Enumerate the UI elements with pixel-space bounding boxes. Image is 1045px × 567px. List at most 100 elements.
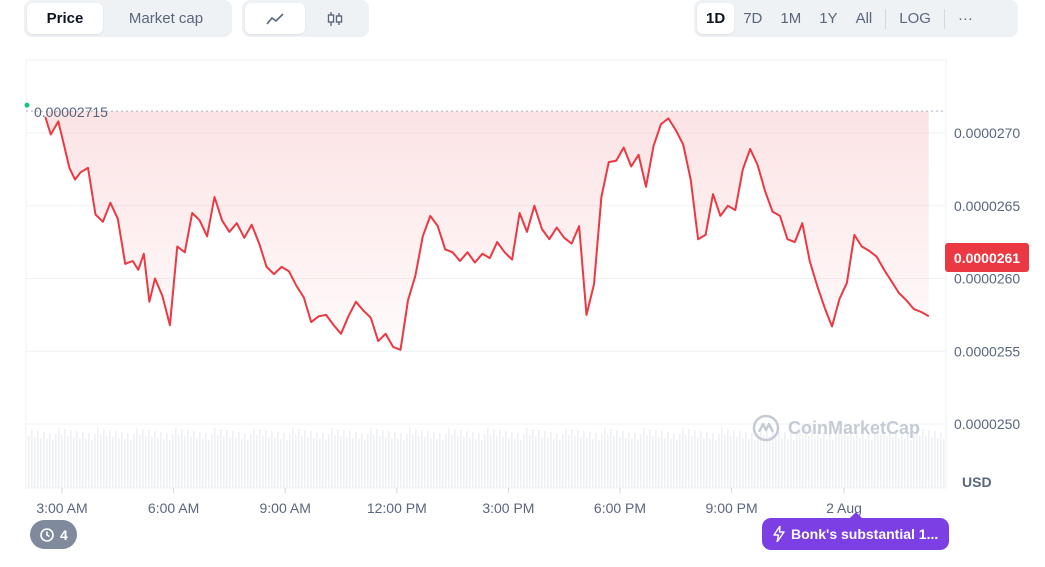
volume-bar bbox=[115, 431, 117, 488]
volume-bar bbox=[607, 435, 609, 488]
volume-bar bbox=[145, 436, 147, 488]
volume-bar bbox=[766, 429, 768, 488]
volume-bar bbox=[196, 438, 198, 488]
range-1m[interactable]: 1M bbox=[780, 10, 802, 27]
volume-bar bbox=[547, 438, 549, 488]
volume-bar bbox=[124, 439, 126, 488]
volume-bar bbox=[139, 435, 141, 488]
volume-bar bbox=[136, 428, 138, 488]
volume-bar bbox=[142, 429, 144, 488]
volume-bar bbox=[436, 439, 438, 488]
volume-bar bbox=[697, 437, 699, 488]
line-chart-icon bbox=[266, 12, 284, 25]
volume-bar bbox=[796, 434, 798, 488]
volume-bar bbox=[799, 428, 801, 488]
y-tick-label: 0.0000250 bbox=[954, 416, 1020, 432]
volume-bar bbox=[715, 440, 717, 488]
volume-bar bbox=[736, 437, 738, 488]
volume-bar bbox=[877, 428, 879, 488]
volume-bar bbox=[49, 433, 51, 488]
candlestick-chart-button[interactable] bbox=[305, 3, 365, 34]
volume-bar bbox=[187, 430, 189, 488]
volume-bar bbox=[508, 438, 510, 488]
volume-bar bbox=[337, 429, 339, 488]
volume-bar bbox=[787, 439, 789, 488]
volume-bar bbox=[349, 431, 351, 488]
volume-bar bbox=[97, 428, 99, 488]
volume-bar bbox=[661, 431, 663, 488]
news-pill[interactable]: Bonk's substantial 1... bbox=[762, 512, 950, 550]
volume-bar bbox=[310, 431, 312, 488]
volume-bar bbox=[580, 437, 582, 488]
volume-bar bbox=[301, 436, 303, 488]
volume-bar bbox=[574, 436, 576, 488]
range-7d[interactable]: 7D bbox=[743, 10, 763, 27]
volume-bar bbox=[775, 437, 777, 488]
volume-bar bbox=[52, 440, 54, 488]
volume-bar bbox=[199, 432, 201, 488]
history-badge[interactable]: 4 bbox=[30, 520, 77, 549]
volume-bar bbox=[28, 436, 30, 488]
volume-bar bbox=[862, 432, 864, 488]
volume-bar bbox=[427, 431, 429, 488]
volume-bar bbox=[355, 432, 357, 488]
volume-bar bbox=[721, 428, 723, 488]
volume-bar bbox=[184, 436, 186, 488]
range-1y[interactable]: 1Y bbox=[819, 10, 838, 27]
volume-bar bbox=[760, 428, 762, 488]
volume-bar bbox=[178, 435, 180, 488]
range-all[interactable]: All bbox=[855, 10, 873, 27]
volume-bar bbox=[802, 435, 804, 488]
volume-bar bbox=[373, 435, 375, 488]
volume-bar bbox=[118, 438, 120, 488]
volume-bar bbox=[610, 429, 612, 488]
range-1d[interactable]: 1D bbox=[697, 3, 735, 34]
volume-bar bbox=[193, 431, 195, 488]
volume-bar bbox=[763, 435, 765, 488]
volume-bar bbox=[112, 437, 114, 488]
volume-bar bbox=[769, 436, 771, 488]
volume-bar bbox=[274, 438, 276, 488]
volume-bar bbox=[616, 430, 618, 488]
volume-bar bbox=[865, 439, 867, 488]
volume-bar bbox=[682, 428, 684, 488]
volume-bar bbox=[892, 437, 894, 488]
volume-bar bbox=[922, 429, 924, 488]
volume-bar bbox=[181, 429, 183, 488]
volume-bar bbox=[421, 430, 423, 488]
tab-market-cap[interactable]: Market cap bbox=[128, 10, 204, 27]
volume-bar bbox=[589, 432, 591, 488]
volume-bar bbox=[748, 439, 750, 488]
volume-bar bbox=[835, 434, 837, 488]
volume-bar bbox=[502, 437, 504, 488]
volume-bar bbox=[838, 428, 840, 488]
volume-bar bbox=[79, 438, 81, 488]
volume-bar bbox=[214, 428, 216, 488]
volume-bar bbox=[859, 438, 861, 488]
volume-bar bbox=[64, 429, 66, 488]
volume-bar bbox=[58, 428, 60, 488]
volume-bar bbox=[148, 430, 150, 488]
tab-price[interactable]: Price bbox=[27, 3, 103, 34]
volume-bar bbox=[856, 431, 858, 488]
time-range-selector: 1D 7D 1M 1Y All LOG ··· bbox=[694, 0, 1018, 37]
volume-bar bbox=[910, 440, 912, 488]
volume-bar bbox=[205, 433, 207, 488]
volume-bar bbox=[316, 432, 318, 488]
log-scale-button[interactable]: LOG bbox=[899, 10, 931, 27]
line-chart-button[interactable] bbox=[245, 3, 305, 34]
volume-bar bbox=[526, 428, 528, 488]
more-options-button[interactable]: ··· bbox=[957, 10, 973, 27]
volume-bar bbox=[595, 433, 597, 488]
volume-bar bbox=[646, 435, 648, 488]
volume-bar bbox=[376, 429, 378, 488]
volume-bar bbox=[730, 436, 732, 488]
volume-bar bbox=[424, 437, 426, 488]
y-tick-label: 0.0000255 bbox=[954, 343, 1020, 359]
volume-bar bbox=[265, 430, 267, 488]
price-line bbox=[44, 116, 930, 351]
volume-bar bbox=[271, 431, 273, 488]
volume-bar bbox=[457, 436, 459, 488]
volume-bar bbox=[829, 433, 831, 488]
